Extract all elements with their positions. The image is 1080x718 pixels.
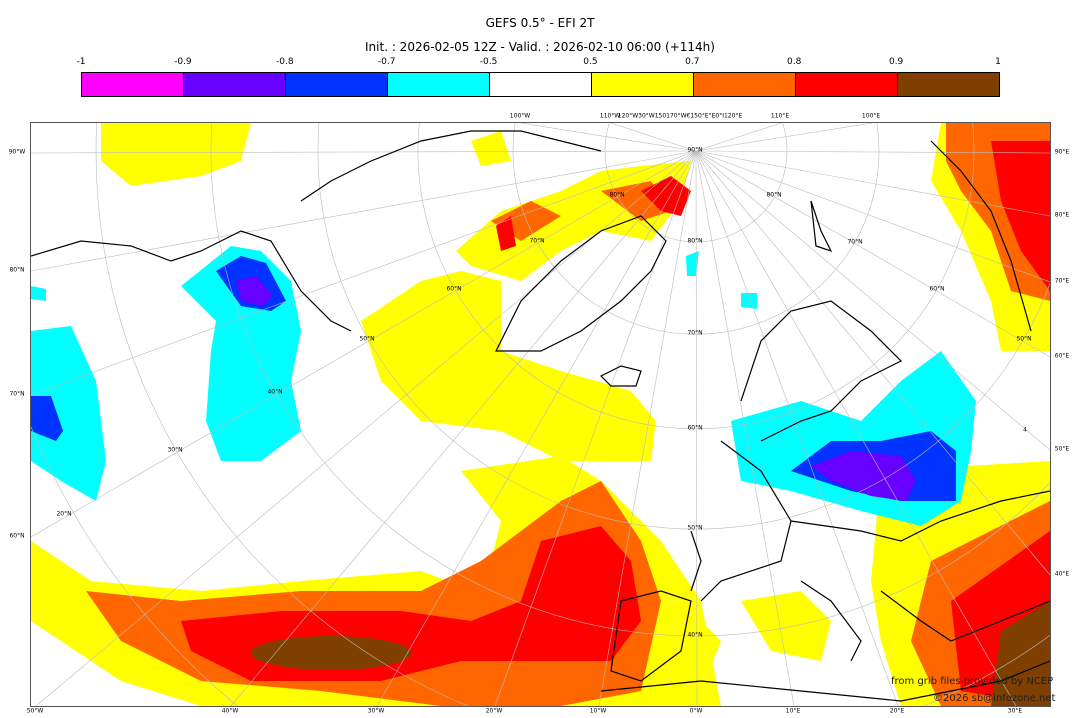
colorbar-tick-label: 0.8 [787,57,802,67]
axis-label-top: 110°E [770,112,790,120]
colorbar-segment [387,73,489,96]
axis-label-bottom: 50°W [26,707,44,715]
source-credit: from grib files provided by NCEP [891,676,1054,687]
colorbar-segment [82,73,183,96]
colorbar-segment [897,73,999,96]
axis-label-bottom: 10°E [785,707,801,715]
graticule-label: 60°N [929,285,945,293]
map-panel [30,122,1051,707]
graticule-label: 60°N [687,424,703,432]
colorbar-tick-label: 1 [995,57,1001,67]
graticule-label: 70°N [529,237,545,245]
axis-label-bottom: 20°W [485,707,503,715]
colorbar-segment [285,73,387,96]
axis-label-top: 100°E [861,112,881,120]
map-canvas [31,123,1050,706]
colorbar-segment [183,73,285,96]
axis-label-bottom: 20°E [889,707,905,715]
graticule-label: 60°N [446,285,462,293]
latitude-arc [31,426,238,706]
map-title: GEFS 0.5° - EFI 2T [485,16,595,30]
axis-label-right: 50°E [1054,445,1070,453]
copyright-credit: ©2026 sb@infozone.net [933,693,1056,704]
axis-label-right: 80°E [1054,211,1070,219]
colorbar-tick-label: -0.5 [479,57,498,67]
axis-label-right: 90°E [1054,148,1070,156]
axis-label-right: 40°E [1054,570,1070,578]
axis-label-top: 110°W [599,112,621,120]
axis-label-right: 70°E [1054,277,1070,285]
axis-label-left: 80°N [9,266,25,274]
latitude-arc [95,123,469,706]
axis-label-bottom: 30°E [1007,707,1023,715]
colorbar-tick-label: 0.7 [685,57,700,67]
colorbar [81,72,1000,97]
latitude-arc [923,635,1050,706]
axis-label-left: 60°N [9,532,25,540]
graticule-label: 20°N [56,510,72,518]
axis-label-bottom: 0°W [689,707,703,715]
graticule-label: 40°N [267,388,283,396]
axis-label-bottom: 30°W [367,707,385,715]
latitude-arc [512,123,880,335]
colorbar-tick-label: -0.7 [377,57,396,67]
graticule-label: 70°N [687,329,703,337]
colorbar-tick-label: -1 [76,57,86,67]
colorbar-segment [489,73,591,96]
efi-field-cold-purple [236,276,916,501]
colorbar-segment [795,73,897,96]
colorbar-tick-label: 0.9 [888,57,904,67]
graticule-label: 50°N [359,335,375,343]
graticule-label: 40°N [687,631,703,639]
graticule-label: 80°N [609,191,625,199]
map-subtitle: Init. : 2026-02-05 12Z - Valid. : 2026-0… [365,40,715,54]
graticule-label: 80°N [687,237,703,245]
graticule-label: 4 [1023,426,1027,434]
axis-label-right: 60°E [1054,352,1070,360]
axis-label-top: 120°W30°W150170°W€150°E°E0°I120°E [617,112,743,120]
graticule-label: 90°N [687,146,703,154]
colorbar-segment [591,73,693,96]
graticule-label: 30°N [167,446,183,454]
graticule-label: 70°N [847,238,863,246]
latitude-arc [417,123,975,430]
axis-label-left: 90°W [8,148,26,156]
colorbar-segment [693,73,795,96]
axis-label-top: 100°W [509,112,531,120]
axis-label-left: 70°N [9,390,25,398]
latitude-arc [210,123,1050,637]
coastlines [31,130,1050,702]
graticule-label: 80°N [766,191,782,199]
latitude-arc [317,123,1050,530]
colorbar-tick-label: -0.8 [275,57,294,67]
colorbar-tick-label: 0.5 [583,57,598,67]
axis-label-bottom: 10°W [589,707,607,715]
graticule-label: 50°N [1016,335,1032,343]
graticule-label: 50°N [687,524,703,532]
graticule [31,123,1050,706]
colorbar-tick-label: -0.9 [174,57,192,67]
efi-field-brown [251,601,1050,706]
axis-label-bottom: 40°W [221,707,239,715]
